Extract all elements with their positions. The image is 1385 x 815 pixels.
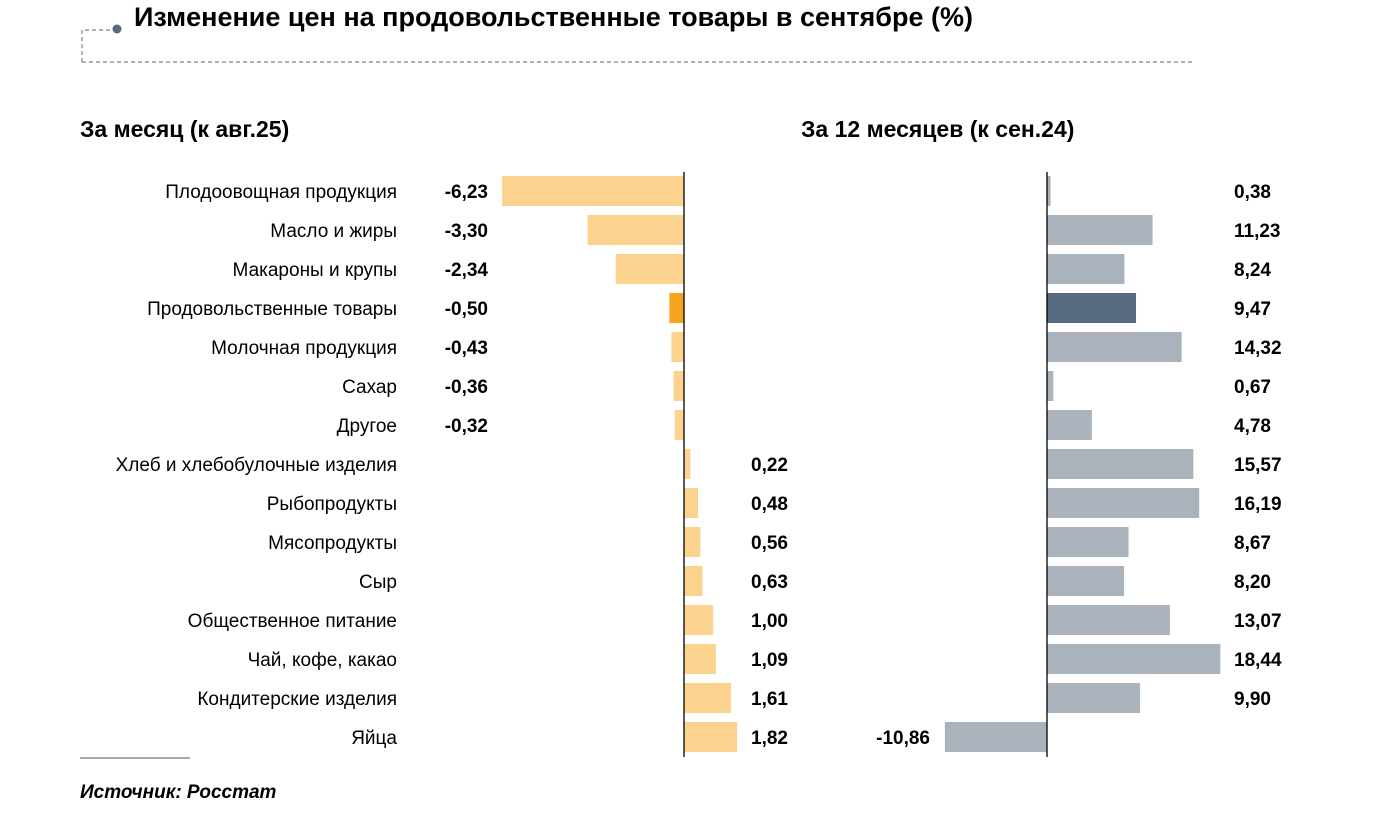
right-data-label: 13,07 — [1234, 611, 1282, 632]
right-data-label: 11,23 — [1234, 221, 1281, 242]
right-data-label: 9,90 — [1234, 689, 1271, 710]
category-label: Масло и жиры — [270, 221, 397, 242]
left-bar — [684, 527, 701, 557]
left-data-label: 0,22 — [751, 455, 788, 476]
left-bar — [587, 215, 684, 245]
category-label: Мясопродукты — [268, 533, 397, 554]
category-label: Макароны и крупы — [233, 260, 397, 281]
category-label: Яйца — [351, 728, 397, 749]
left-bar — [684, 566, 703, 596]
right-data-label: 8,20 — [1234, 572, 1271, 593]
left-data-label: 1,00 — [751, 611, 788, 632]
right-bar — [1047, 176, 1051, 206]
title-frame — [81, 29, 110, 62]
right-bar — [1047, 293, 1137, 323]
left-bar — [674, 410, 684, 440]
category-label: Сахар — [342, 377, 397, 398]
right-bar — [1047, 566, 1125, 596]
right-data-label: 14,32 — [1234, 338, 1282, 359]
category-label: Продовольственные товары — [147, 299, 397, 320]
left-bar — [671, 332, 684, 362]
right-bar — [1047, 215, 1153, 245]
left-bar — [684, 683, 732, 713]
left-data-label: 1,82 — [751, 728, 788, 749]
left-bar — [669, 293, 684, 323]
right-data-label: -10,86 — [876, 728, 930, 749]
left-bar — [684, 488, 699, 518]
right-bar — [1047, 488, 1200, 518]
right-bar — [1047, 254, 1125, 284]
left-data-label: 0,48 — [751, 494, 788, 515]
right-data-label: 0,38 — [1234, 182, 1271, 203]
left-bar — [684, 644, 716, 674]
right-data-label: 8,67 — [1234, 533, 1271, 554]
right-bar — [1047, 644, 1221, 674]
left-data-label: -6,23 — [445, 182, 488, 203]
left-bar — [684, 449, 691, 479]
right-bar — [1047, 605, 1170, 635]
right-bar — [1047, 527, 1129, 557]
category-label: Рыбопродукты — [267, 494, 397, 515]
left-data-label: -0,50 — [445, 299, 488, 320]
right-data-label: 4,78 — [1234, 416, 1271, 437]
left-data-label: 1,61 — [751, 689, 788, 710]
category-label: Молочная продукция — [211, 338, 397, 359]
right-bar — [1047, 449, 1194, 479]
left-data-label: 0,63 — [751, 572, 788, 593]
chart-title: Изменение цен на продовольственные товар… — [134, 2, 973, 32]
category-label: Кондитерские изделия — [197, 689, 397, 710]
source-note: Источник: Росстат — [80, 782, 277, 803]
left-data-label: -0,36 — [445, 377, 488, 398]
left-data-label: -2,34 — [445, 260, 489, 281]
right-data-label: 15,57 — [1234, 455, 1282, 476]
right-bar — [1047, 410, 1092, 440]
left-bar — [502, 176, 684, 206]
right-chart-subtitle: За 12 месяцев (к сен.24) — [801, 116, 1075, 142]
right-data-label: 16,19 — [1234, 494, 1282, 515]
right-bar — [1047, 683, 1141, 713]
category-label: Плодоовощная продукция — [165, 182, 397, 203]
category-label: Хлеб и хлебобулочные изделия — [116, 455, 397, 476]
left-bar — [684, 722, 738, 752]
right-data-label: 8,24 — [1234, 260, 1271, 281]
right-data-label: 18,44 — [1234, 650, 1282, 671]
right-bar — [1047, 371, 1054, 401]
title-bullet — [112, 24, 122, 34]
left-data-label: -3,30 — [445, 221, 488, 242]
category-label: Сыр — [359, 572, 397, 593]
left-data-label: 1,09 — [751, 650, 788, 671]
right-data-label: 0,67 — [1234, 377, 1271, 398]
right-data-label: 9,47 — [1234, 299, 1271, 320]
left-chart-subtitle: За месяц (к авг.25) — [80, 116, 290, 142]
right-bar — [944, 722, 1047, 752]
category-label: Чай, кофе, какао — [248, 650, 397, 671]
left-bar — [673, 371, 684, 401]
left-bar — [615, 254, 684, 284]
left-data-label: -0,43 — [445, 338, 488, 359]
category-label: Общественное питание — [188, 611, 397, 632]
left-data-label: 0,56 — [751, 533, 788, 554]
left-bar — [684, 605, 714, 635]
category-label: Другое — [337, 416, 397, 437]
right-bar — [1047, 332, 1182, 362]
left-data-label: -0,32 — [445, 416, 488, 437]
